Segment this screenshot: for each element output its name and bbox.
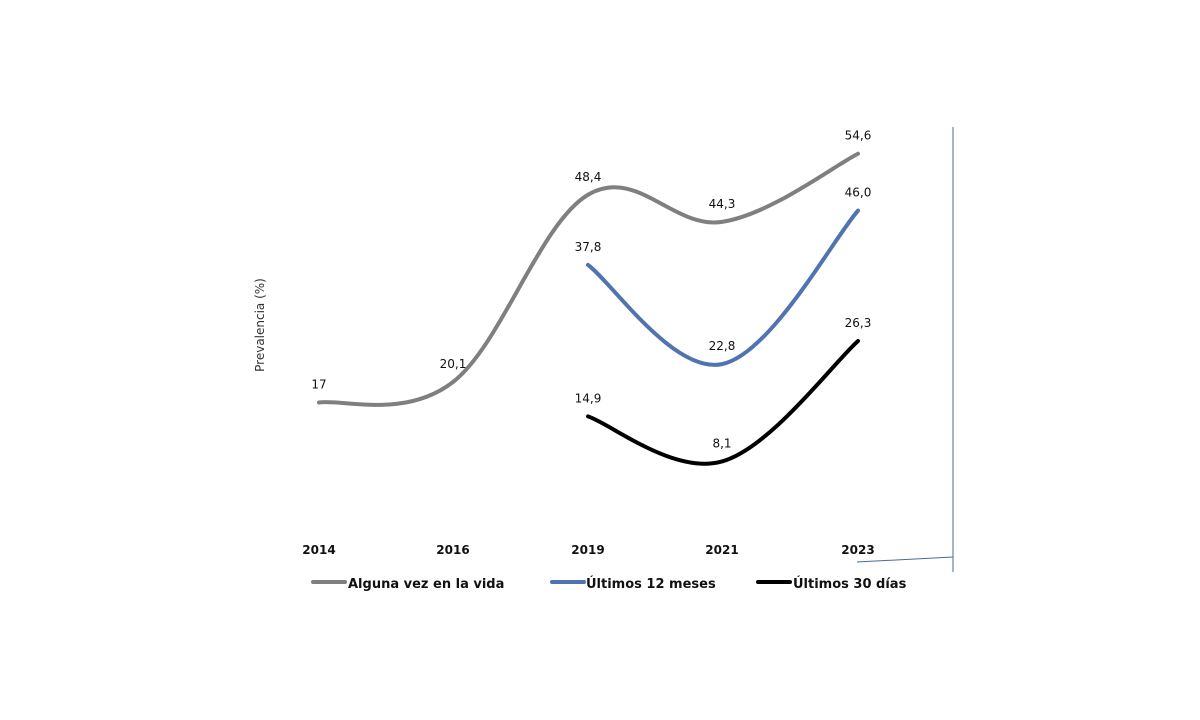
data-label-ultimos-30-dias: 26,3: [845, 316, 872, 330]
x-tick-label: 2021: [705, 543, 738, 557]
series-line-ultimos-30-dias: [586, 338, 860, 466]
data-label-ultimos-12-meses: 37,8: [575, 240, 602, 254]
x-tick-label: 2016: [436, 543, 469, 557]
plot-frame-bottom: [856, 556, 954, 563]
data-label-ultimos-30-dias: 14,9: [575, 391, 602, 405]
data-label-alguna-vez: 48,4: [575, 170, 602, 184]
series-line-ultimos-12-meses: [586, 208, 860, 367]
data-label-ultimos-12-meses: 22,8: [709, 339, 736, 353]
x-tick-label: 2019: [571, 543, 604, 557]
legend-label-ultimos-30-dias: Últimos 30 días: [793, 576, 907, 592]
legend-label-ultimos-12-meses: Últimos 12 meses: [586, 576, 716, 592]
data-label-alguna-vez: 20,1: [440, 357, 467, 371]
data-label-alguna-vez: 54,6: [845, 129, 872, 143]
data-label-ultimos-12-meses: 46,0: [845, 186, 872, 200]
data-label-alguna-vez: 44,3: [709, 197, 736, 211]
y-axis-label: Prevalencia (%): [253, 278, 267, 372]
data-label-ultimos-30-dias: 8,1: [712, 436, 731, 450]
series-line-alguna-vez: [317, 151, 860, 407]
legend-label-alguna-vez: Alguna vez en la vida: [348, 577, 504, 592]
x-tick-label: 2023: [841, 543, 874, 557]
data-label-alguna-vez: 17: [311, 378, 326, 392]
legend: Alguna vez en la vida Últimos 12 meses Ú…: [311, 576, 907, 592]
x-tick-label: 2014: [302, 543, 335, 557]
